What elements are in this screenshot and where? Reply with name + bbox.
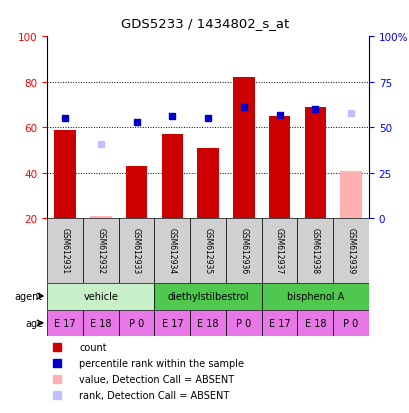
Text: GSM612938: GSM612938 <box>310 228 319 274</box>
Bar <box>54 131 76 219</box>
Bar <box>83 310 118 337</box>
Bar <box>47 219 83 283</box>
Bar <box>297 219 333 283</box>
Bar <box>47 310 83 337</box>
Bar <box>118 310 154 337</box>
Text: E 17: E 17 <box>268 318 290 328</box>
Bar <box>161 135 182 219</box>
Text: P 0: P 0 <box>236 318 251 328</box>
Bar <box>83 219 118 283</box>
Bar <box>333 310 368 337</box>
Text: GSM612935: GSM612935 <box>203 228 212 274</box>
Text: GDS5233 / 1434802_s_at: GDS5233 / 1434802_s_at <box>121 17 288 29</box>
Bar <box>118 219 154 283</box>
Bar <box>304 107 325 219</box>
Text: GSM612934: GSM612934 <box>167 228 176 274</box>
Bar <box>261 310 297 337</box>
Text: GSM612931: GSM612931 <box>61 228 70 274</box>
Text: bisphenol A: bisphenol A <box>286 291 343 301</box>
Text: agent: agent <box>15 291 43 301</box>
Bar <box>190 219 225 283</box>
Text: percentile rank within the sample: percentile rank within the sample <box>79 358 244 368</box>
Text: GSM612937: GSM612937 <box>274 228 283 274</box>
Text: P 0: P 0 <box>128 318 144 328</box>
Text: E 17: E 17 <box>161 318 183 328</box>
Bar <box>297 310 333 337</box>
Text: E 18: E 18 <box>197 318 218 328</box>
Text: vehicle: vehicle <box>83 291 118 301</box>
Text: E 18: E 18 <box>90 318 111 328</box>
Bar <box>261 219 297 283</box>
Bar <box>225 310 261 337</box>
Text: value, Detection Call = ABSENT: value, Detection Call = ABSENT <box>79 374 234 384</box>
Bar <box>126 166 147 219</box>
Text: count: count <box>79 342 107 352</box>
Text: P 0: P 0 <box>343 318 358 328</box>
Text: GSM612936: GSM612936 <box>239 228 248 274</box>
Bar <box>197 148 218 219</box>
Bar <box>190 310 225 337</box>
Bar <box>333 219 368 283</box>
Text: GSM612932: GSM612932 <box>96 228 105 274</box>
Bar <box>90 216 111 219</box>
Bar <box>154 219 190 283</box>
Bar <box>154 283 261 310</box>
Text: diethylstilbestrol: diethylstilbestrol <box>167 291 248 301</box>
Bar <box>154 310 190 337</box>
Text: GSM612933: GSM612933 <box>132 228 141 274</box>
Bar <box>339 171 361 219</box>
Text: age: age <box>25 318 43 328</box>
Text: E 18: E 18 <box>304 318 325 328</box>
Bar <box>233 78 254 219</box>
Text: E 17: E 17 <box>54 318 76 328</box>
Bar <box>47 283 154 310</box>
Bar <box>225 219 261 283</box>
Bar <box>268 116 290 219</box>
Text: GSM612939: GSM612939 <box>346 228 355 274</box>
Text: rank, Detection Call = ABSENT: rank, Detection Call = ABSENT <box>79 390 229 400</box>
Bar <box>261 283 368 310</box>
